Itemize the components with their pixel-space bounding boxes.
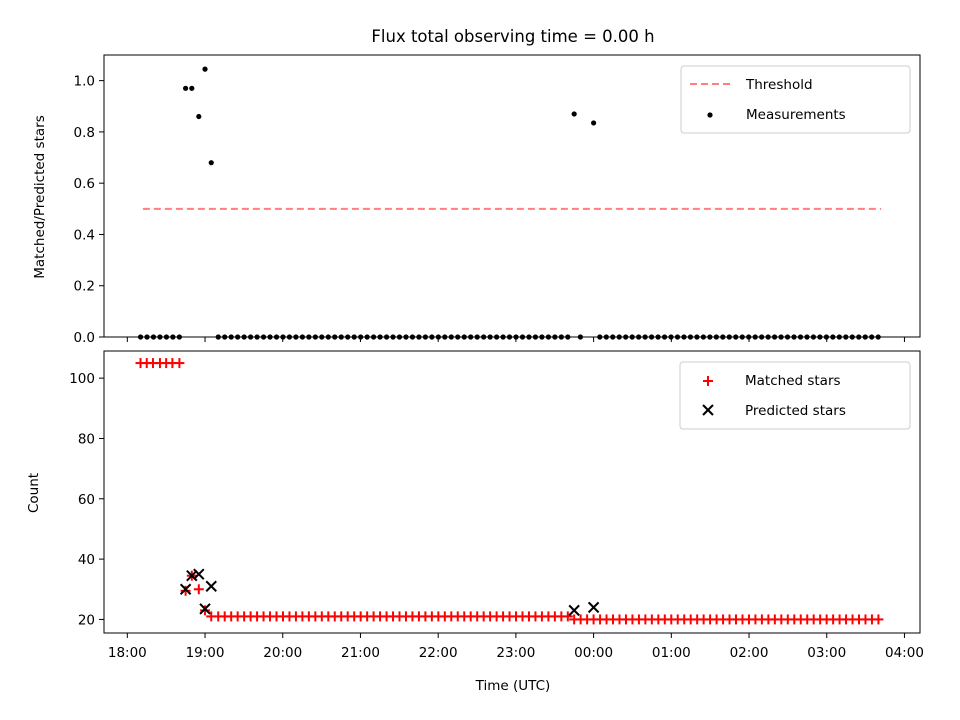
measurement-point — [189, 85, 195, 91]
predicted-star-d2 — [193, 568, 205, 580]
top-ytick-label: 0.4 — [74, 227, 95, 243]
legend-entry-predicted: Predicted stars — [745, 403, 846, 419]
x-axis-label: Time (UTC) — [475, 678, 551, 694]
bottom-legend-box — [679, 361, 911, 430]
top-y-axis-label: Matched/Predicted stars — [32, 115, 48, 278]
predicted-star-point — [199, 603, 211, 615]
bottom-ytick-label: 80 — [78, 431, 95, 447]
predicted-star-d2 — [179, 583, 192, 595]
bottom-xtick-label: 19:00 — [186, 645, 225, 661]
measurement-point — [591, 120, 597, 126]
matched-star-point — [174, 358, 185, 369]
matched-star-point — [562, 611, 573, 622]
predicted-legend-swatch — [702, 404, 714, 416]
bottom-xtick-label: 21:00 — [341, 645, 380, 661]
top-ytick-label: 0.6 — [74, 176, 95, 192]
top-ytick-label: 0.2 — [74, 279, 95, 295]
bottom-xtick-label: 01:00 — [652, 645, 691, 661]
predicted-star-d2 — [205, 580, 217, 592]
top-plot-frame — [103, 54, 921, 338]
bottom-ytick-label: 60 — [78, 492, 95, 508]
bottom-y-axis-label: Count — [26, 473, 42, 513]
matched-legend-swatch — [703, 376, 713, 386]
top-ytick-label: 0.8 — [74, 125, 95, 141]
top-legend-box — [680, 65, 911, 134]
legend-entry-threshold: Threshold — [745, 77, 813, 93]
bottom-xtick-label: 00:00 — [574, 645, 613, 661]
measurement-point — [571, 111, 577, 117]
matched-star-point — [206, 611, 217, 622]
bottom-xtick-label: 03:00 — [807, 645, 846, 661]
bottom-xtick-label: 23:00 — [496, 645, 535, 661]
top-plot-area: 0.0 0.2 0.4 0.6 0.8 1.0 — [74, 54, 921, 346]
predicted-star-point — [587, 601, 600, 614]
bottom-ytick-label: 20 — [78, 612, 95, 628]
top-panel: Flux total observing time = 0.00 h 0.00.… — [32, 27, 921, 346]
top-ytick-label: 1.0 — [74, 74, 95, 90]
legend-entry-matched: Matched stars — [745, 373, 841, 389]
predicted-star-d2 — [186, 569, 198, 582]
bottom-ytick-label: 40 — [78, 552, 95, 568]
bottom-xtick-label: 20:00 — [263, 645, 302, 661]
measurements-legend-swatch — [707, 112, 713, 118]
chart-title: Flux total observing time = 0.00 h — [371, 27, 654, 46]
bottom-plot-area: 20 40 60 80 100 18:00 19:00 20:00 21:00 22:00 23:0… — [69, 350, 924, 661]
bottom-xtick-label: 02:00 — [730, 645, 769, 661]
matched-star-point — [180, 585, 191, 596]
matched-star-point — [873, 614, 884, 625]
measurement-point — [202, 66, 208, 72]
measurement-point — [183, 85, 189, 91]
predicted-star-point — [205, 580, 217, 592]
measurement-point — [196, 113, 202, 120]
predicted-star-point — [179, 583, 192, 595]
predicted-star-d2 — [199, 603, 211, 615]
predicted-star-d2 — [568, 604, 580, 617]
predicted-star-point — [193, 568, 205, 580]
top-ytick-label: 0.0 — [74, 330, 95, 346]
bottom-xtick-label: 18:00 — [108, 645, 147, 661]
bottom-xtick-label: 22:00 — [419, 645, 458, 661]
matched-star-point — [200, 605, 211, 616]
bottom-plot-frame — [103, 350, 921, 634]
measurement-point — [208, 160, 214, 166]
bottom-legend: Matched stars Predicted stars — [679, 361, 911, 430]
matched-star-point — [193, 584, 204, 595]
bottom-panel: 20 40 60 80 100 18:00 19:00 20:00 21:00 22:00 23:0… — [26, 350, 924, 694]
top-legend: Threshold Measurements — [680, 65, 911, 134]
predicted-star-d2 — [587, 601, 600, 614]
bottom-ytick-label: 100 — [69, 371, 95, 387]
bottom-xtick-label: 04:00 — [885, 645, 924, 661]
predicted-star-point — [568, 604, 580, 617]
legend-entry-measurements: Measurements — [746, 107, 846, 123]
